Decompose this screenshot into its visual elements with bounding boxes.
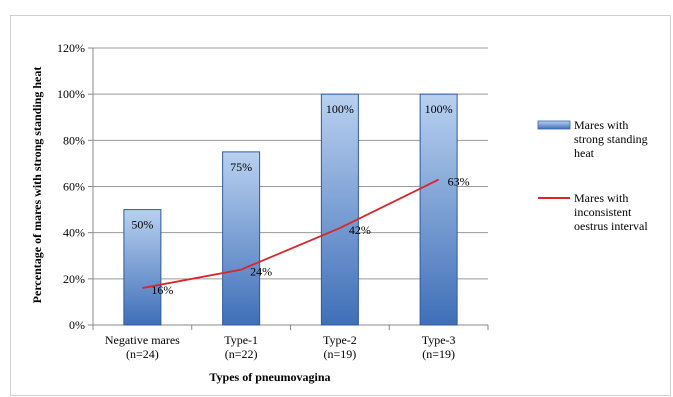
legend-label-bar: Mares with strong standing heat (574, 118, 651, 160)
y-tick-label: 20% (63, 272, 85, 286)
y-tick-labels: 0% 20% 40% 60% 80% 100% 120% (57, 41, 85, 332)
y-axis-title: Percentage of mares with strong standing… (30, 67, 44, 304)
line-data-label: 42% (349, 223, 371, 237)
x-tick-label: Negative mares (n=24) (105, 333, 180, 361)
bar-data-label: 100% (326, 102, 354, 116)
line-series (142, 178, 440, 289)
x-tick-label: Type-1 (n=22) (224, 333, 258, 361)
x-axis-title: Types of pneumovagina (209, 370, 330, 384)
x-tick-label: Type-3 (n=19) (422, 333, 456, 361)
x-tick-label: Type-2 (n=19) (323, 333, 357, 361)
series-line (142, 178, 440, 289)
legend: Mares with strong standing heat Mares wi… (537, 118, 651, 233)
bar (320, 93, 359, 326)
y-tick-label: 60% (63, 180, 85, 194)
bars (123, 93, 458, 326)
legend-swatch-bar (537, 120, 571, 130)
line-data-label: 16% (151, 283, 173, 297)
legend-label-line: Mares with inconsistent oestrus interval (574, 191, 648, 233)
bar-data-label: 100% (425, 102, 453, 116)
y-tick-label: 120% (57, 41, 85, 55)
y-tick-label: 40% (63, 226, 85, 240)
bar (123, 209, 162, 326)
x-tick-labels: Negative mares (n=24) Type-1 (n=22) Type-2 (n… (105, 333, 456, 361)
y-tick-label: 100% (57, 87, 85, 101)
bar (419, 93, 458, 326)
line-data-label: 63% (448, 175, 470, 189)
data-labels: 50% 75% 100% 100% 16% 24% 42% 63% (131, 102, 469, 297)
bar-data-label: 50% (131, 218, 153, 232)
line-data-label: 24% (250, 265, 272, 279)
bar (222, 151, 261, 326)
y-tick-label: 0% (69, 318, 85, 332)
y-tick-label: 80% (63, 133, 85, 147)
bar-data-label: 75% (230, 160, 252, 174)
